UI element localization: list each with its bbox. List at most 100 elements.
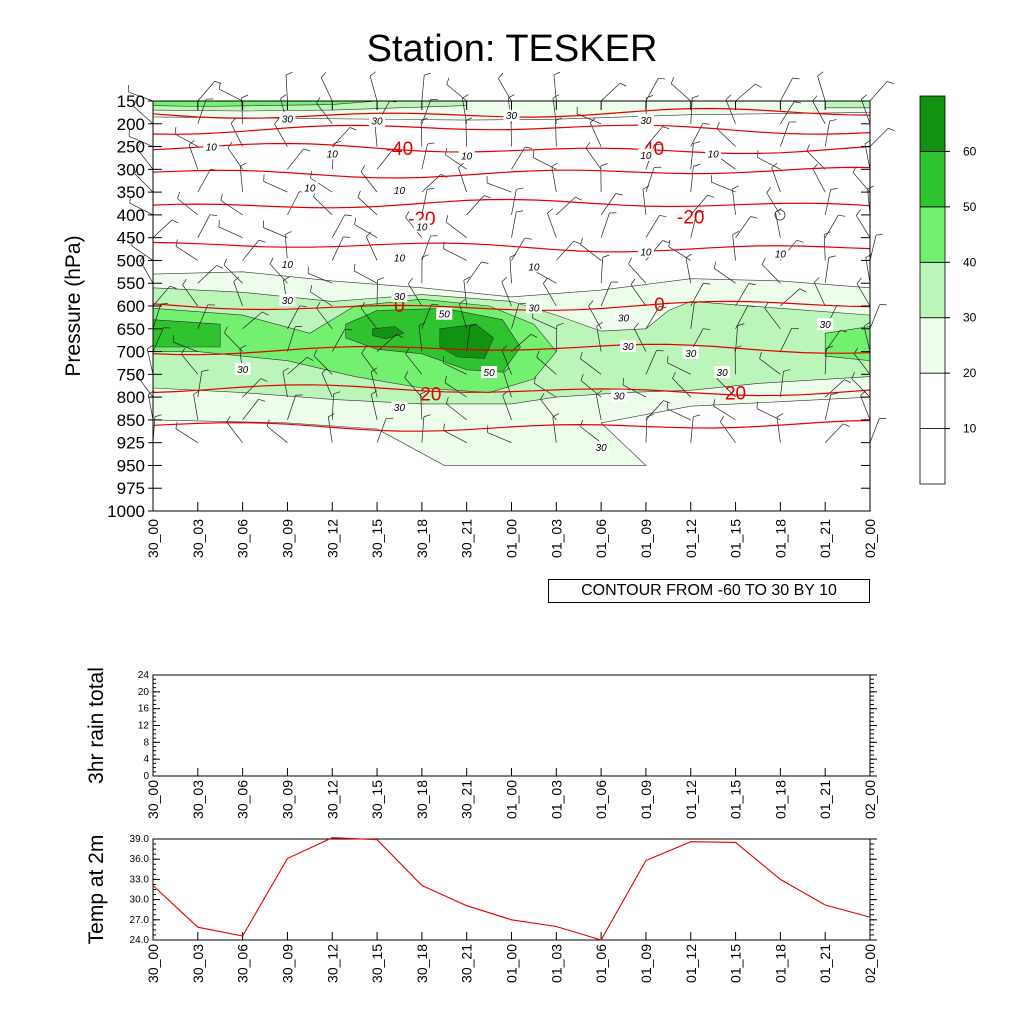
wind-barb-flag [446,77,450,85]
wind-barb-flag [824,231,831,235]
wind-barb [812,168,826,193]
wind-barb [282,371,288,398]
panel-frame [152,674,871,777]
isotherm-label: 0 [394,296,405,317]
wind-barb-flag [371,390,378,395]
humidity-label: 10 [640,151,652,162]
wind-barb [667,408,691,421]
wind-barb [287,326,296,352]
wind-barb [552,97,557,124]
wind-barb-flag [826,345,834,349]
wind-barb [459,303,468,329]
x-tick-label: 30_12 [324,780,340,819]
y-tick-label: 600 [117,297,145,316]
humidity-label: 10 [708,149,720,160]
wind-barb [824,423,844,443]
humidity-label: 30 [528,303,540,314]
humidity-label-bg [436,307,453,320]
y-tick-label: 925 [117,434,145,453]
wind-barb-flag [458,162,464,168]
humidity-label: 10 [304,184,316,195]
wind-barb [463,280,468,307]
wind-barb [226,421,243,443]
wind-barb [716,128,736,147]
wind-barb [287,148,304,170]
x-tick-label: 01_15 [728,519,744,558]
wind-barb [780,101,795,124]
wind-barb-flag [316,301,321,309]
humidity-label-bg [525,260,542,273]
wind-barb-flag [174,127,177,135]
chart-title: Station: TESKER [366,28,658,70]
wind-barb-flag [580,351,583,359]
humidity-label-bg [391,289,408,302]
wind-barb [420,120,423,147]
wind-barb [313,196,333,216]
wind-barb [543,283,557,307]
wind-barb-flag [334,141,341,144]
wind-barb-flag [719,415,725,422]
wind-barb [133,106,154,125]
wind-barbs [128,71,895,443]
humidity-label: 10 [394,253,406,264]
wind-barb [197,169,211,193]
wind-barb [173,341,198,352]
wind-barb-flag [285,71,293,76]
humidity-label-bg [234,362,251,375]
wind-barb-flag [524,146,532,149]
wind-barb [181,353,199,375]
wind-barb-flag [310,284,313,292]
wind-barb [197,265,218,284]
wind-barb-flag [851,372,855,379]
wind-barb-flag [280,94,287,99]
humidity-label: 30 [613,392,625,403]
y-tick-label: 300 [117,160,145,179]
wind-barb [443,362,467,375]
x-tick-label: 30_15 [369,780,385,819]
wind-barb [869,235,877,261]
wind-barb-flag [580,419,583,427]
y-tick-label: 20 [138,687,150,698]
wind-barb-flag [333,391,341,395]
wind-barb [780,77,793,102]
wind-barb [511,212,517,238]
wind-barb-flag [692,95,700,99]
humidity-label: 10 [206,143,218,154]
wind-barb [596,325,602,352]
wind-barb [220,200,243,216]
wind-barb [711,181,736,193]
wind-barb [732,234,736,261]
x-tick-label: 30_09 [279,780,295,819]
humidity-label-bg [203,140,220,153]
wind-barb-flag [226,415,231,423]
wind-barb-flag [670,77,675,84]
wind-barb [580,244,602,261]
wind-barb [360,171,378,193]
humidity-label-bg [525,301,542,314]
wind-barb-flag [764,301,769,309]
humidity-label: 10 [416,222,428,233]
y-tick-label: 400 [117,206,145,225]
wind-barb-flag [258,239,266,243]
wind-barb-flag [799,288,807,293]
wind-barb-flag [737,323,745,326]
isotherm-label: -40 [386,139,413,160]
wind-barb [152,327,164,352]
wind-barb [227,147,243,170]
wind-barb-flag [223,258,228,266]
wind-barb [761,264,781,284]
wind-barb-flag [344,214,352,217]
wind-barb-flag [693,141,701,144]
wind-barb [274,123,288,147]
wind-barb-flag [224,326,228,334]
wind-barb-flag [258,399,266,402]
wind-barb [645,350,657,375]
wind-barb-flag [137,370,142,377]
x-tick-label: 01_12 [683,944,699,983]
wind-barb [308,273,333,284]
wind-barb-flag [524,237,532,240]
wind-barb-flag [241,94,249,99]
wind-barb [128,135,154,147]
humidity-label: 30 [820,320,832,331]
wind-barb [404,377,423,398]
